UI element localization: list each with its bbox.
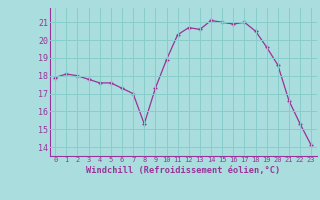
X-axis label: Windchill (Refroidissement éolien,°C): Windchill (Refroidissement éolien,°C) (86, 166, 280, 175)
